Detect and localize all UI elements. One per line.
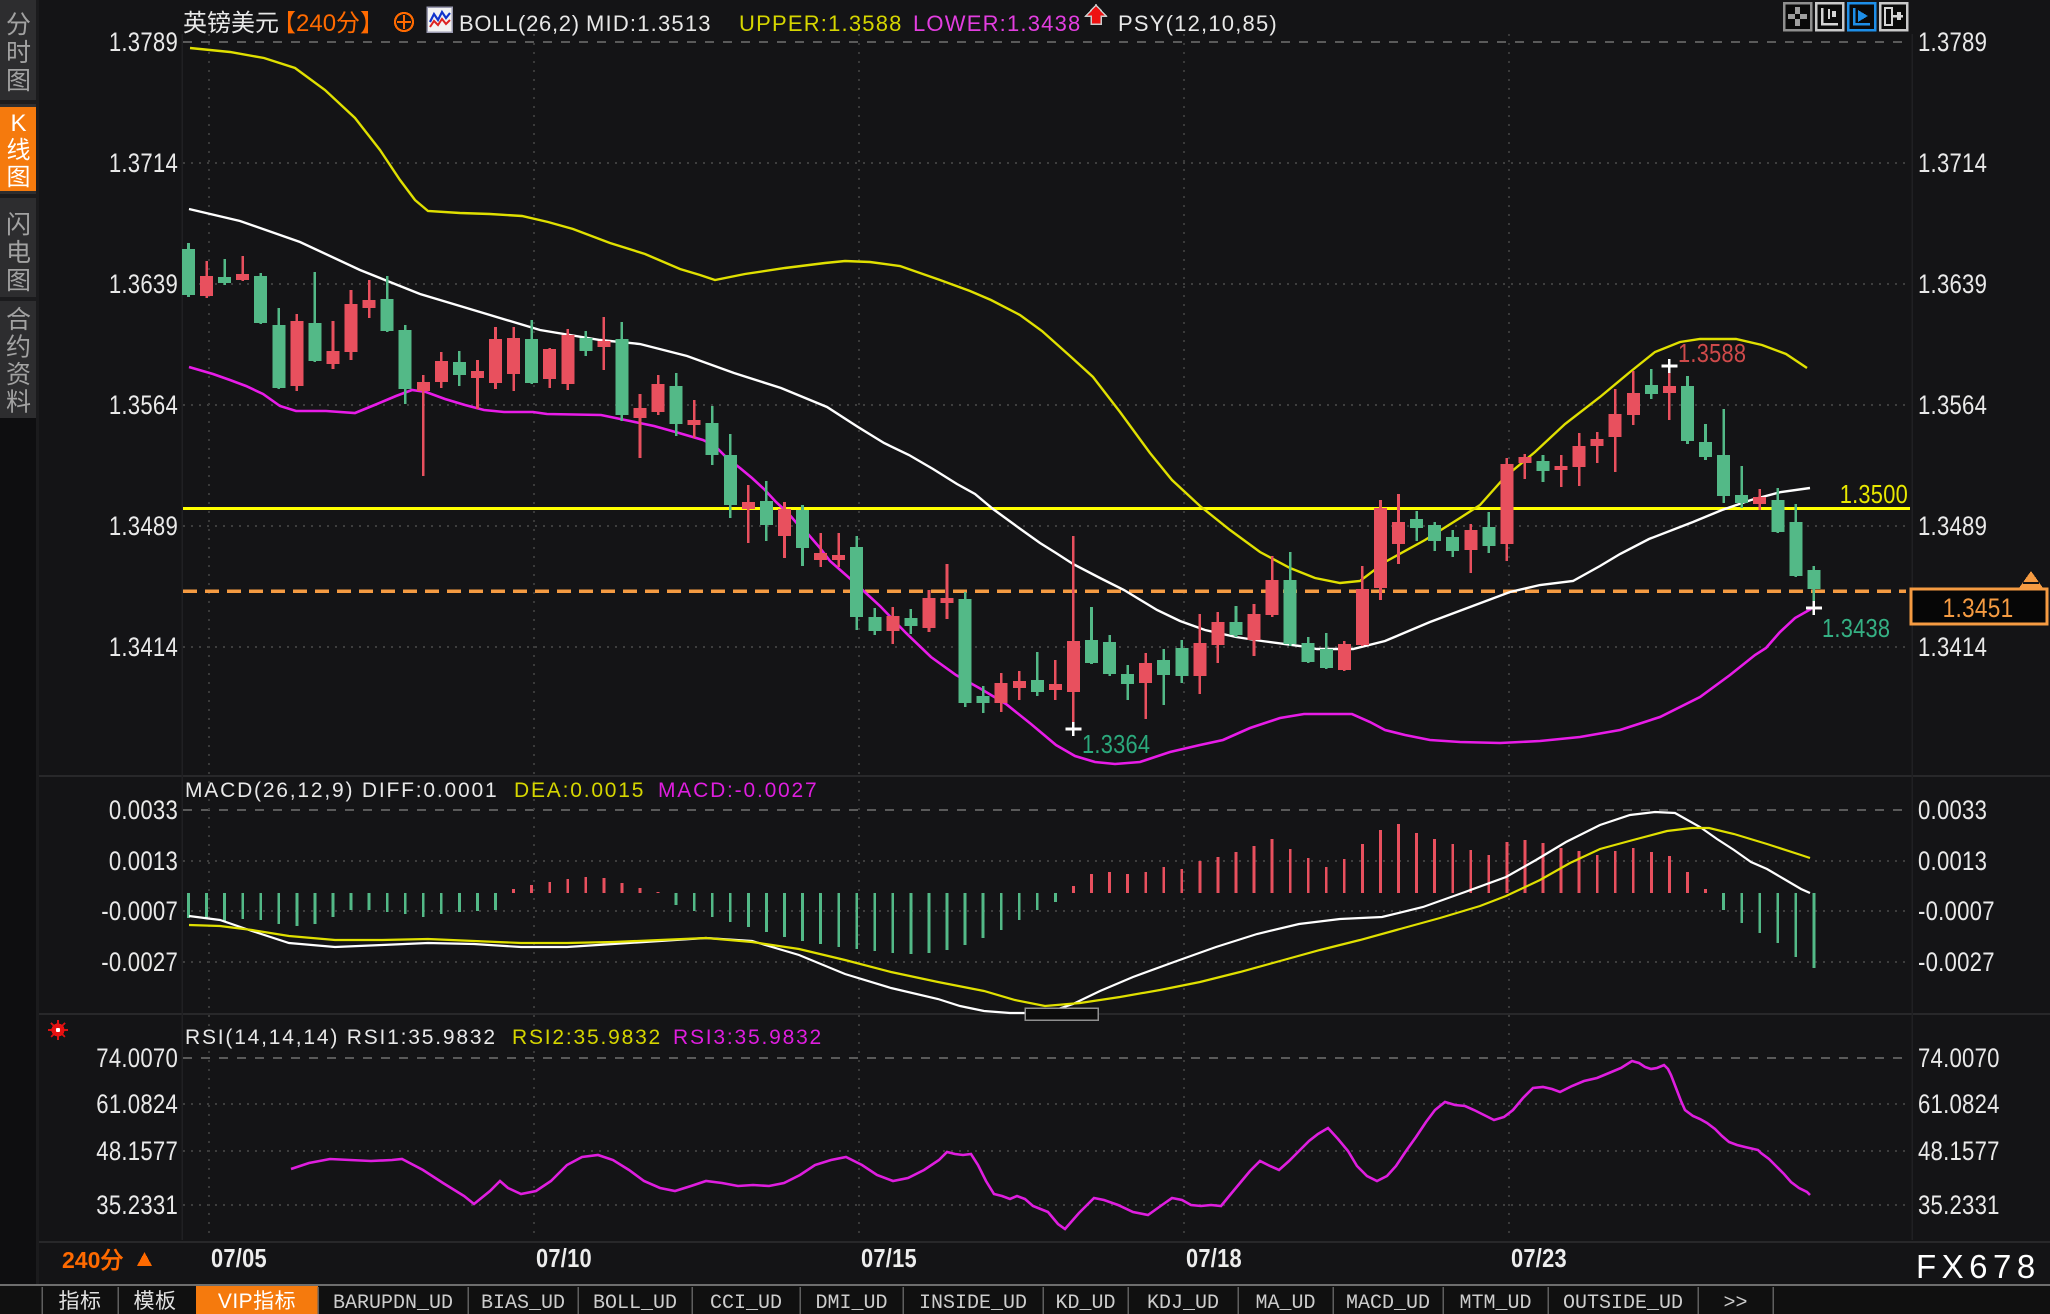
svg-text:>>: >> xyxy=(1723,1292,1747,1314)
svg-text:电: 电 xyxy=(6,239,31,267)
svg-text:-0.0007: -0.0007 xyxy=(1918,897,1995,927)
svg-text:KD_UD: KD_UD xyxy=(1055,1292,1115,1314)
svg-text:1.3588: 1.3588 xyxy=(1678,339,1746,368)
svg-text:0.0033: 0.0033 xyxy=(1918,796,1987,826)
svg-text:图: 图 xyxy=(6,67,31,95)
svg-text:07/23: 07/23 xyxy=(1511,1244,1567,1273)
svg-text:BARUPDN_UD: BARUPDN_UD xyxy=(333,1292,453,1314)
svg-text:1.3414: 1.3414 xyxy=(1918,633,1987,663)
svg-text:PSY(12,10,85): PSY(12,10,85) xyxy=(1118,11,1278,36)
svg-text:K: K xyxy=(10,110,26,137)
svg-text:1.3714: 1.3714 xyxy=(1918,149,1987,179)
svg-text:英镑美元: 英镑美元 xyxy=(183,10,279,37)
svg-text:BOLL_UD: BOLL_UD xyxy=(593,1292,677,1314)
svg-text:CCI_UD: CCI_UD xyxy=(710,1292,782,1314)
svg-text:线: 线 xyxy=(7,137,31,164)
svg-text:0.0013: 0.0013 xyxy=(1918,847,1987,877)
svg-text:MACD_UD: MACD_UD xyxy=(1346,1292,1430,1314)
svg-text:48.1577: 48.1577 xyxy=(96,1137,178,1167)
svg-text:MACD(26,12,9) DIFF:0.0001: MACD(26,12,9) DIFF:0.0001 xyxy=(185,779,498,802)
svg-text:07/18: 07/18 xyxy=(1186,1244,1242,1273)
svg-text:MACD:-0.0027: MACD:-0.0027 xyxy=(658,779,819,802)
svg-text:1.3500: 1.3500 xyxy=(1840,480,1908,509)
svg-text:UPPER:1.3588: UPPER:1.3588 xyxy=(739,11,903,36)
svg-text:-0.0007: -0.0007 xyxy=(101,897,178,927)
svg-text:闪: 闪 xyxy=(6,211,31,239)
svg-text:RSI2:35.9832: RSI2:35.9832 xyxy=(512,1026,662,1049)
svg-text:1.3789: 1.3789 xyxy=(109,28,178,58)
svg-text:模板: 模板 xyxy=(134,1290,177,1313)
svg-text:07/05: 07/05 xyxy=(211,1244,267,1273)
svg-text:RSI(14,14,14) RSI1:35.9832: RSI(14,14,14) RSI1:35.9832 xyxy=(185,1026,497,1049)
svg-text:合: 合 xyxy=(6,306,31,334)
svg-text:时: 时 xyxy=(6,39,31,67)
svg-text:240分: 240分 xyxy=(62,1247,123,1273)
svg-text:48.1577: 48.1577 xyxy=(1918,1137,2000,1167)
svg-text:VIP指标: VIP指标 xyxy=(218,1290,296,1313)
svg-text:料: 料 xyxy=(6,389,31,417)
svg-text:DEA:0.0015: DEA:0.0015 xyxy=(514,779,645,802)
svg-text:0.0033: 0.0033 xyxy=(109,796,178,826)
svg-text:FX678: FX678 xyxy=(1916,1248,2041,1285)
svg-text:1.3564: 1.3564 xyxy=(109,391,178,421)
svg-text:1.3639: 1.3639 xyxy=(1918,270,1987,300)
svg-text:DMI_UD: DMI_UD xyxy=(815,1292,887,1314)
svg-text:1.3489: 1.3489 xyxy=(1918,512,1987,542)
svg-text:1.3489: 1.3489 xyxy=(109,512,178,542)
svg-text:KDJ_UD: KDJ_UD xyxy=(1147,1292,1219,1314)
svg-text:07/10: 07/10 xyxy=(536,1244,592,1273)
svg-text:1.3364: 1.3364 xyxy=(1082,730,1150,759)
svg-text:1.3414: 1.3414 xyxy=(109,633,178,663)
svg-text:BIAS_UD: BIAS_UD xyxy=(481,1292,565,1314)
svg-text:35.2331: 35.2331 xyxy=(96,1191,178,1221)
svg-text:07/15: 07/15 xyxy=(861,1244,917,1273)
svg-text:-0.0027: -0.0027 xyxy=(101,948,178,978)
svg-text:RSI3:35.9832: RSI3:35.9832 xyxy=(673,1026,823,1049)
svg-text:1.3639: 1.3639 xyxy=(109,270,178,300)
svg-text:1.3451: 1.3451 xyxy=(1943,593,2014,623)
svg-text:-0.0027: -0.0027 xyxy=(1918,948,1995,978)
svg-text:LOWER:1.3438: LOWER:1.3438 xyxy=(913,11,1081,36)
svg-text:61.0824: 61.0824 xyxy=(96,1090,178,1120)
svg-text:1.3714: 1.3714 xyxy=(109,149,178,179)
svg-text:1.3789: 1.3789 xyxy=(1918,28,1987,58)
svg-text:74.0070: 74.0070 xyxy=(96,1044,178,1074)
svg-text:74.0070: 74.0070 xyxy=(1918,1044,2000,1074)
svg-text:分: 分 xyxy=(6,11,31,39)
svg-text:图: 图 xyxy=(6,267,31,295)
svg-text:61.0824: 61.0824 xyxy=(1918,1090,2000,1120)
svg-text:MID:1.3513: MID:1.3513 xyxy=(586,11,712,36)
svg-text:35.2331: 35.2331 xyxy=(1918,1191,2000,1221)
svg-text:1.3438: 1.3438 xyxy=(1822,614,1890,643)
svg-text:【240分】: 【240分】 xyxy=(272,10,384,37)
svg-text:约: 约 xyxy=(6,334,31,362)
svg-text:0.0013: 0.0013 xyxy=(109,847,178,877)
svg-text:BOLL(26,2): BOLL(26,2) xyxy=(459,11,580,36)
svg-text:MA_UD: MA_UD xyxy=(1255,1292,1315,1314)
svg-text:资: 资 xyxy=(6,361,31,389)
svg-text:1.3564: 1.3564 xyxy=(1918,391,1987,421)
svg-text:图: 图 xyxy=(7,164,31,191)
svg-text:MTM_UD: MTM_UD xyxy=(1459,1292,1531,1314)
svg-text:INSIDE_UD: INSIDE_UD xyxy=(919,1292,1027,1314)
svg-text:OUTSIDE_UD: OUTSIDE_UD xyxy=(1563,1292,1683,1314)
svg-text:指标: 指标 xyxy=(59,1290,102,1313)
